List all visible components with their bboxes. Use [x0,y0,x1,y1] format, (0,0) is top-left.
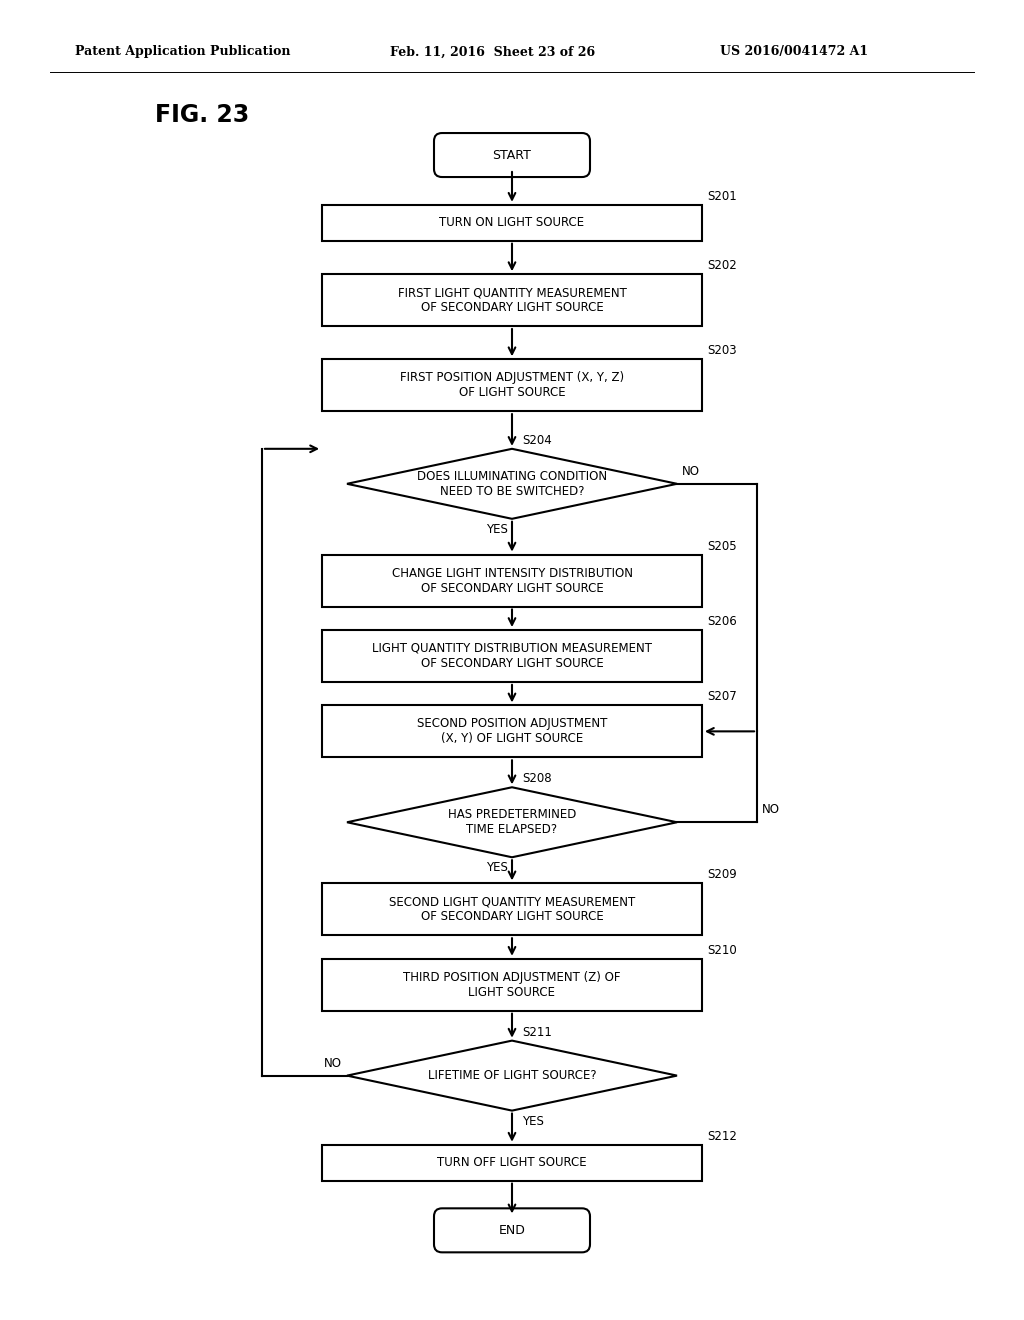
Text: Patent Application Publication: Patent Application Publication [75,45,291,58]
Text: S202: S202 [707,259,736,272]
Text: YES: YES [486,523,508,536]
Polygon shape [347,1040,677,1110]
Text: DOES ILLUMINATING CONDITION
NEED TO BE SWITCHED?: DOES ILLUMINATING CONDITION NEED TO BE S… [417,470,607,498]
Text: S208: S208 [522,772,552,785]
Text: S211: S211 [522,1026,552,1039]
Text: START: START [493,149,531,161]
Text: SECOND POSITION ADJUSTMENT
(X, Y) OF LIGHT SOURCE: SECOND POSITION ADJUSTMENT (X, Y) OF LIG… [417,717,607,746]
Text: SECOND LIGHT QUANTITY MEASUREMENT
OF SECONDARY LIGHT SOURCE: SECOND LIGHT QUANTITY MEASUREMENT OF SEC… [389,895,635,923]
Text: FIRST LIGHT QUANTITY MEASUREMENT
OF SECONDARY LIGHT SOURCE: FIRST LIGHT QUANTITY MEASUREMENT OF SECO… [397,286,627,314]
Text: HAS PREDETERMINED
TIME ELAPSED?: HAS PREDETERMINED TIME ELAPSED? [447,808,577,837]
FancyBboxPatch shape [434,1208,590,1253]
Bar [322,554,702,606]
Text: S209: S209 [707,869,736,882]
Text: S203: S203 [707,345,736,358]
Text: S206: S206 [707,615,736,628]
Text: END: END [499,1224,525,1237]
Polygon shape [347,449,677,519]
Text: Feb. 11, 2016  Sheet 23 of 26: Feb. 11, 2016 Sheet 23 of 26 [390,45,595,58]
Text: S207: S207 [707,690,736,704]
Text: S210: S210 [707,944,736,957]
Bar [322,275,702,326]
Text: LIFETIME OF LIGHT SOURCE?: LIFETIME OF LIGHT SOURCE? [428,1069,596,1082]
Bar [322,705,702,758]
Text: TURN OFF LIGHT SOURCE: TURN OFF LIGHT SOURCE [437,1156,587,1170]
Polygon shape [347,787,677,857]
Text: S204: S204 [522,434,552,446]
Text: NO: NO [324,1056,342,1069]
Text: FIG. 23: FIG. 23 [155,103,249,127]
Bar [322,883,702,936]
Text: US 2016/0041472 A1: US 2016/0041472 A1 [720,45,868,58]
Text: S212: S212 [707,1130,737,1143]
Text: NO: NO [762,804,780,816]
Text: YES: YES [522,1114,544,1127]
Text: S201: S201 [707,190,736,203]
Text: FIRST POSITION ADJUSTMENT (X, Y, Z)
OF LIGHT SOURCE: FIRST POSITION ADJUSTMENT (X, Y, Z) OF L… [400,371,624,399]
Bar [322,1144,702,1180]
Bar [322,359,702,411]
Text: S205: S205 [707,540,736,553]
Text: CHANGE LIGHT INTENSITY DISTRIBUTION
OF SECONDARY LIGHT SOURCE: CHANGE LIGHT INTENSITY DISTRIBUTION OF S… [391,566,633,594]
Bar [322,630,702,682]
Text: NO: NO [682,465,700,478]
Text: LIGHT QUANTITY DISTRIBUTION MEASUREMENT
OF SECONDARY LIGHT SOURCE: LIGHT QUANTITY DISTRIBUTION MEASUREMENT … [372,642,652,671]
Text: THIRD POSITION ADJUSTMENT (Z) OF
LIGHT SOURCE: THIRD POSITION ADJUSTMENT (Z) OF LIGHT S… [403,970,621,999]
Bar [322,205,702,240]
Text: YES: YES [486,861,508,874]
FancyBboxPatch shape [434,133,590,177]
Bar [322,958,702,1011]
Text: TURN ON LIGHT SOURCE: TURN ON LIGHT SOURCE [439,216,585,230]
